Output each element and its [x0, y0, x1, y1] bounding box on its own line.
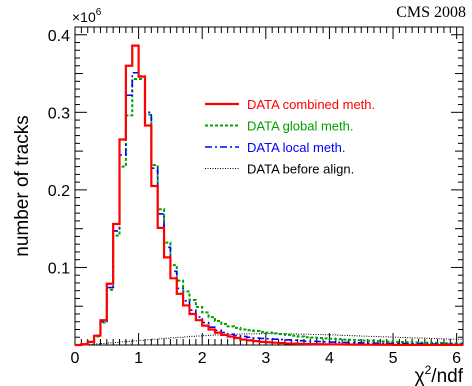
y-axis-label: number of tracks	[12, 115, 33, 257]
plot-frame	[74, 26, 464, 346]
x-axis-label-rest: /ndf	[431, 366, 463, 386]
legend: DATA combined meth. DATA global meth. DATA…	[205, 97, 375, 177]
x-tick-label: 6	[452, 350, 461, 367]
x-tick-label: 3	[261, 350, 270, 367]
x-tick-label: 1	[134, 350, 143, 367]
x-tick-label: 0	[71, 350, 80, 367]
legend-label: DATA before align.	[247, 162, 354, 177]
series-layer	[75, 44, 463, 347]
axis-ticks: 0 1 2 3 4 5 6 0.1 0.2 0.3 0.4	[48, 26, 464, 367]
x-axis-label-sup: 2	[425, 363, 432, 377]
x-tick-label: 4	[325, 350, 334, 367]
y-multiplier: ×106	[72, 7, 102, 25]
x-tick-label: 5	[389, 350, 398, 367]
series-line-dotted-fine	[75, 333, 463, 346]
legend-label: DATA combined meth.	[247, 97, 375, 112]
legend-label: DATA local meth.	[247, 140, 346, 155]
y-multiplier-exponent: 6	[96, 7, 102, 18]
y-tick-label: 0.2	[48, 183, 70, 200]
series-line-dashdot	[75, 71, 463, 346]
x-tick-label: 2	[198, 350, 207, 367]
x-axis-label-main: χ	[415, 366, 425, 386]
x-axis-label: χ2/ndf	[415, 363, 464, 386]
series-line-solid	[75, 44, 463, 347]
y-tick-label: 0.1	[48, 260, 70, 277]
cms-annotation: CMS 2008	[396, 4, 466, 21]
y-tick-label: 0.4	[48, 28, 70, 45]
legend-label: DATA global meth.	[247, 119, 353, 134]
y-multiplier-base: ×10	[72, 9, 96, 25]
y-tick-label: 0.3	[48, 105, 70, 122]
